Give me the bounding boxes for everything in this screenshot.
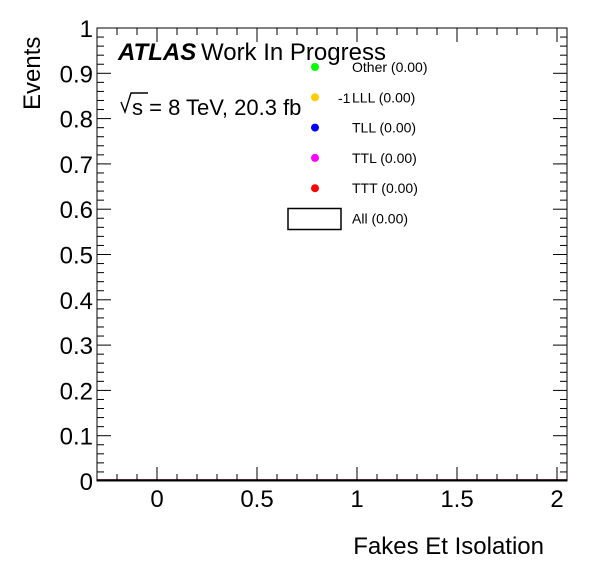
- legend-marker: [311, 93, 319, 102]
- legend-marker: [311, 63, 319, 71]
- legend-entry: All (0.00): [287, 207, 408, 231]
- legend-label: TLL (0.00): [352, 120, 416, 136]
- lumi-label: s = 8 TeV, 20.3 fb -1: [120, 90, 351, 120]
- legend-entry: TLL (0.00): [311, 120, 416, 136]
- lumi-text: s = 8 TeV, 20.3 fb: [132, 95, 301, 120]
- y-tick-label: 0.3: [60, 333, 93, 360]
- y-tick-label: 0.9: [60, 61, 93, 88]
- x-tick-label: 0.5: [240, 486, 273, 513]
- legend-swatch-box: [287, 207, 342, 231]
- legend-marker: [311, 123, 319, 132]
- legend-label: TTL (0.00): [352, 150, 417, 166]
- legend-marker: [311, 184, 319, 193]
- x-tick-label: 2: [550, 486, 563, 513]
- tick-labels-layer: 0 0.1 0.2 0.3 0.4 0.5 0.6 0.7 0.8 0.9 1 0 0.5 1 1.5 2: [60, 16, 564, 513]
- ticks-layer: [96, 27, 567, 482]
- lumi-exponent: -1: [338, 90, 351, 106]
- legend-entry: Other (0.00): [311, 59, 427, 75]
- legend-entry: TTT (0.00): [311, 180, 418, 196]
- y-tick-label: 0.1: [60, 424, 93, 451]
- legend-label: Other (0.00): [352, 59, 427, 75]
- sqrt-sign: [120, 92, 148, 115]
- legend-marker: [311, 153, 319, 162]
- status-label: Work In Progress: [201, 39, 386, 66]
- legend-label: LLL (0.00): [352, 89, 415, 105]
- legend-entry: TTL (0.00): [311, 150, 417, 166]
- y-tick-label: 0: [80, 469, 93, 496]
- y-tick-label: 0.8: [60, 107, 93, 134]
- y-axis-title: Events: [19, 37, 46, 110]
- y-tick-label: 1: [80, 16, 93, 43]
- y-tick-label: 0.2: [60, 378, 93, 405]
- legend-entry: LLL (0.00): [311, 89, 415, 105]
- atlas-label: ATLAS: [117, 39, 196, 66]
- x-tick-label: 1: [350, 486, 363, 513]
- y-tick-label: 0.4: [60, 288, 93, 315]
- legend-label: TTT (0.00): [352, 180, 418, 196]
- y-tick-label: 0.6: [60, 197, 93, 224]
- x-tick-label: 1.5: [440, 486, 473, 513]
- y-tick-label: 0.5: [60, 243, 93, 270]
- legend: Other (0.00) LLL (0.00) TLL (0.00) TTL (0.0…: [287, 59, 427, 231]
- x-tick-label: 0: [150, 486, 163, 513]
- legend-label: All (0.00): [352, 211, 408, 227]
- y-tick-label: 0.7: [60, 152, 93, 179]
- x-axis-title: Fakes Et Isolation: [353, 533, 544, 560]
